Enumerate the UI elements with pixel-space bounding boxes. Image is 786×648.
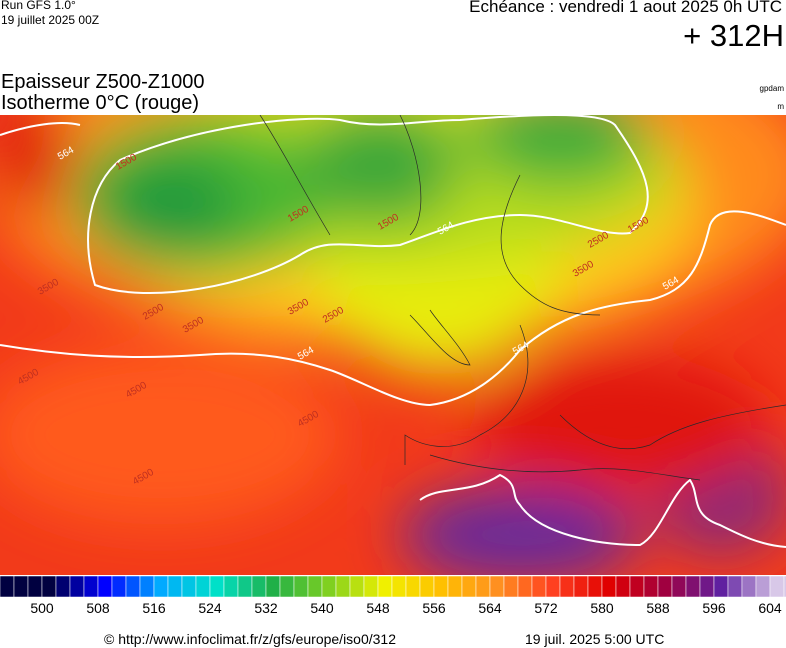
colorbar-swatch — [209, 575, 225, 598]
colorbar-swatch — [461, 575, 477, 598]
colorbar-swatch — [699, 575, 715, 598]
colorbar-label: 524 — [198, 600, 222, 616]
thickness-field — [0, 115, 786, 575]
colorbar-swatch — [349, 575, 365, 598]
colorbar-swatch — [237, 575, 253, 598]
colorbar-label: 580 — [590, 600, 614, 616]
colorbar-swatch — [489, 575, 505, 598]
lead-time: + 312H — [683, 18, 784, 53]
colorbar-swatch — [447, 575, 463, 598]
run-label: Run GFS 1.0° — [1, 0, 76, 12]
colorbar-swatch — [587, 575, 603, 598]
colorbar-label: 532 — [254, 600, 278, 616]
colorbar-swatch — [685, 575, 701, 598]
colorbar-swatch — [139, 575, 155, 598]
colorbar-label: 516 — [142, 600, 166, 616]
colorbar-swatch — [517, 575, 533, 598]
colorbar-swatch — [475, 575, 491, 598]
colorbar-swatch — [419, 575, 435, 598]
colorbar-label: 596 — [702, 600, 726, 616]
colorbar-swatch — [167, 575, 183, 598]
colorbar-swatch — [55, 575, 71, 598]
colorbar-swatch — [335, 575, 351, 598]
echeance: Echéance : vendredi 1 aout 2025 0h UTC — [469, 0, 782, 16]
colorbar-swatch — [433, 575, 449, 598]
colorbar-swatch — [83, 575, 99, 598]
colorbar-swatch — [125, 575, 141, 598]
colorbar-swatch — [111, 575, 127, 598]
colorbar-swatch — [531, 575, 547, 598]
colorbar-swatch — [265, 575, 281, 598]
colorbar-label: 572 — [534, 600, 558, 616]
colorbar-swatch — [195, 575, 211, 598]
colorbar-label: 508 — [86, 600, 110, 616]
colorbar-label: 588 — [646, 600, 670, 616]
colorbar-swatch — [41, 575, 57, 598]
colorbar: 500 508 516 524 532 540 548 556 564 572 580 588 596 6… — [0, 575, 786, 616]
colorbar-swatch — [741, 575, 757, 598]
colorbar-swatch — [363, 575, 379, 598]
isoline-564 — [0, 115, 786, 548]
colorbar-label: 556 — [422, 600, 446, 616]
title-line2: Isotherme 0°C (rouge) — [1, 92, 200, 114]
timestamp: 19 juil. 2025 5:00 UTC — [525, 631, 665, 647]
colorbar-swatch — [69, 575, 85, 598]
colorbar-swatch — [377, 575, 393, 598]
colorbar-swatch — [755, 575, 771, 598]
coastlines — [259, 115, 786, 481]
title-line1: Epaisseur Z500-Z1000 — [1, 71, 205, 93]
colorbar-swatch — [293, 575, 309, 598]
colorbar-swatch — [783, 575, 786, 598]
colorbar-swatch — [657, 575, 673, 598]
colorbar-swatch — [615, 575, 631, 598]
run-date: 19 juillet 2025 00Z — [1, 13, 100, 27]
colorbar-swatch — [153, 575, 169, 598]
colorbar-swatch — [713, 575, 729, 598]
unit-thickness: gpdam — [759, 84, 784, 93]
colorbar-swatch — [601, 575, 617, 598]
colorbar-swatch — [13, 575, 29, 598]
colorbar-swatch — [671, 575, 687, 598]
colorbar-swatch — [391, 575, 407, 598]
colorbar-label: 604 — [758, 600, 782, 616]
colorbar-swatch — [573, 575, 589, 598]
colorbar-swatch — [223, 575, 239, 598]
colorbar-swatch — [321, 575, 337, 598]
colorbar-label: 540 — [310, 600, 334, 616]
source-url: © http://www.infoclimat.fr/z/gfs/europe/… — [104, 631, 397, 647]
colorbar-label: 564 — [478, 600, 502, 616]
colorbar-swatch — [559, 575, 575, 598]
colorbar-swatch — [727, 575, 743, 598]
unit-isotherm: m — [777, 102, 784, 111]
colorbar-label: 500 — [30, 600, 54, 616]
colorbar-swatch — [27, 575, 43, 598]
colorbar-swatch — [643, 575, 659, 598]
colorbar-swatch — [181, 575, 197, 598]
colorbar-swatch — [405, 575, 421, 598]
colorbar-swatch — [769, 575, 785, 598]
colorbar-swatch — [0, 575, 15, 598]
colorbar-swatch — [503, 575, 519, 598]
colorbar-swatch — [279, 575, 295, 598]
colorbar-swatch — [629, 575, 645, 598]
colorbar-swatch — [251, 575, 267, 598]
colorbar-label: 548 — [366, 600, 390, 616]
colorbar-swatch — [97, 575, 113, 598]
colorbar-swatch — [307, 575, 323, 598]
colorbar-swatch — [545, 575, 561, 598]
